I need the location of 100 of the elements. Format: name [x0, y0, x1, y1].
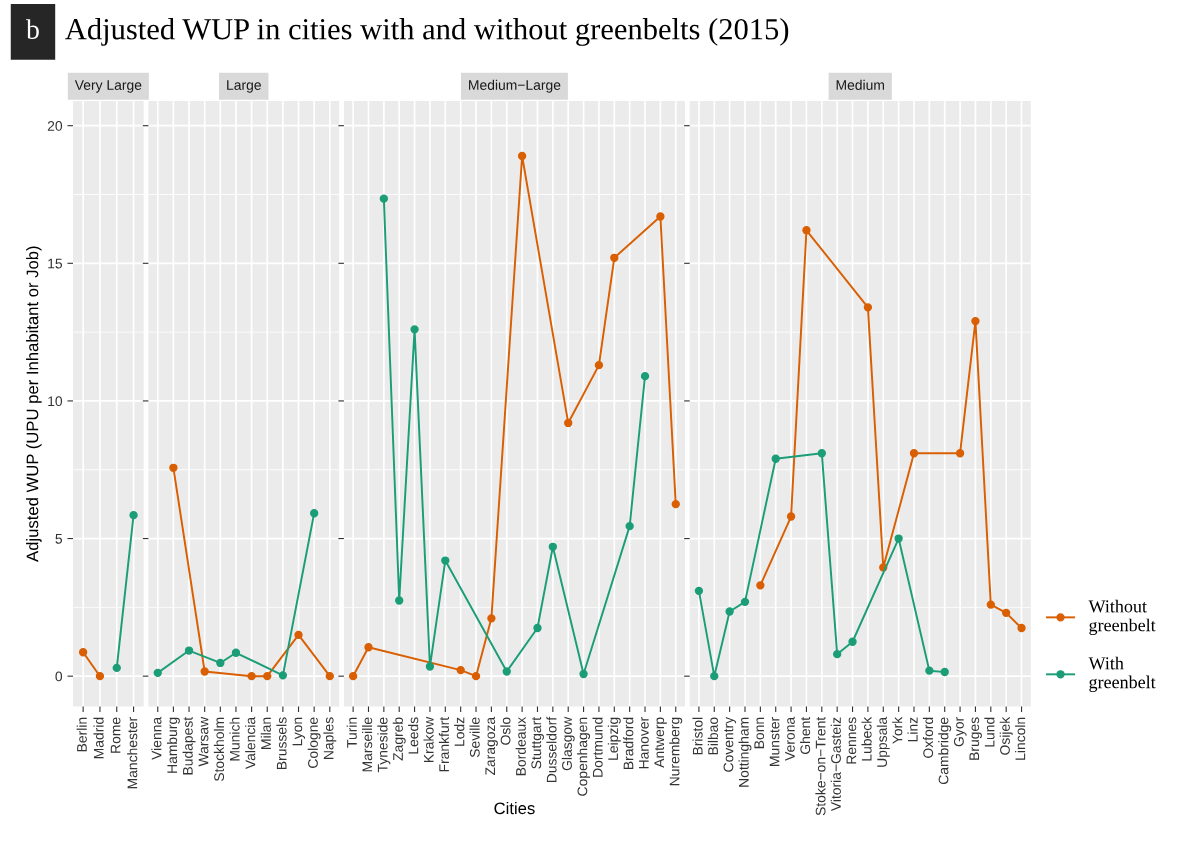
x-tick-label: Bristol — [692, 717, 703, 755]
point — [940, 667, 949, 677]
point — [594, 360, 604, 370]
point — [216, 658, 225, 668]
x-tick-label: Tyneside — [377, 717, 391, 773]
x-tick-label: Stockholm — [213, 717, 225, 782]
x-tick-label: Dortmund — [592, 717, 603, 777]
point — [848, 637, 857, 646]
x-tick-label: Uppsala — [876, 716, 890, 767]
x-tick-label: Bruges — [969, 717, 982, 760]
x-tick-label: Osijek — [999, 716, 1013, 755]
y-tick-label: 5 — [55, 534, 63, 544]
point — [78, 648, 88, 657]
point — [802, 226, 811, 235]
point — [247, 671, 256, 681]
chart-title: Medium−Large — [469, 79, 561, 93]
point — [955, 449, 965, 458]
x-tick-label: Zagreb — [392, 717, 406, 761]
point — [756, 581, 765, 590]
x-tick-label: Hanover — [639, 717, 649, 769]
point — [625, 521, 634, 531]
x-tick-label: Glasgow — [561, 716, 575, 771]
point — [564, 418, 573, 428]
point — [710, 671, 719, 681]
point — [425, 662, 435, 671]
x-tick-label: Marseille — [362, 717, 373, 772]
x-tick-label: Berlin — [76, 717, 87, 752]
x-tick-label: Bradford — [623, 717, 634, 769]
x-tick-label: Hamburg — [166, 717, 180, 773]
y-axis-title: Adjusted WUP (UPU per Inhabitant or Job) — [26, 246, 42, 562]
x-tick-label: Dusseldorf — [546, 716, 557, 783]
point — [441, 556, 450, 565]
point — [348, 671, 358, 681]
point — [894, 534, 903, 543]
point — [725, 607, 734, 616]
chart-title: Very Large — [74, 80, 142, 93]
point — [610, 253, 619, 262]
x-tick-label: Ghent — [799, 716, 811, 754]
point — [971, 316, 980, 326]
chart-title: Large — [227, 80, 261, 93]
point — [579, 669, 588, 679]
x-tick-label: York — [892, 716, 903, 744]
point — [740, 597, 750, 607]
x-tick-label: Valencia — [245, 716, 256, 770]
x-tick-label: Budapest — [182, 716, 196, 775]
point — [456, 665, 465, 675]
point — [517, 151, 527, 161]
x-tick-label: Nuremberg — [669, 717, 683, 786]
point — [533, 623, 542, 633]
x-tick-label: Frankfurt — [438, 716, 450, 772]
y-tick-label: 20 — [47, 121, 63, 131]
point — [129, 510, 138, 520]
x-tick-label: Bordeaux — [515, 717, 526, 776]
x-tick-label: Linz — [907, 717, 918, 742]
x-tick-label: Lodz — [454, 717, 465, 746]
point — [986, 600, 995, 609]
point — [656, 212, 665, 221]
text: b — [26, 19, 39, 39]
x-tick-label: Stuttgart — [531, 716, 544, 769]
x-tick-label: Milan — [260, 717, 271, 749]
point — [671, 499, 680, 509]
point — [364, 643, 373, 652]
point — [863, 303, 873, 312]
x-tick-label: Verona — [785, 716, 795, 761]
point — [309, 509, 319, 518]
chart-title: Medium — [836, 79, 884, 90]
x-tick-label: Oslo — [500, 717, 511, 745]
legend-label: With greenbelt — [1088, 656, 1156, 693]
point — [169, 463, 178, 472]
point — [294, 630, 303, 640]
point — [548, 542, 558, 551]
point — [325, 671, 334, 681]
point — [640, 371, 650, 381]
x-tick-label: Lubeck — [861, 716, 872, 761]
x-tick-label: Turin — [346, 717, 357, 748]
point — [231, 648, 241, 657]
point — [395, 596, 404, 605]
point — [184, 646, 194, 655]
point — [817, 449, 826, 458]
x-tick-label: Naples — [323, 717, 337, 759]
point — [410, 325, 419, 334]
x-tick-label: Antwerp — [654, 717, 667, 768]
point — [1017, 623, 1026, 633]
point — [487, 614, 496, 623]
point — [925, 666, 934, 675]
legend-label: Without greenbelt — [1088, 599, 1156, 636]
point — [200, 667, 209, 676]
x-tick-label: Munich — [229, 717, 240, 761]
x-tick-label: Coventry — [723, 716, 737, 772]
point — [95, 671, 105, 681]
x-axis-title: Cities — [494, 801, 535, 815]
x-tick-label: Leipzig — [607, 717, 621, 760]
x-tick-label: Brussels — [276, 717, 287, 769]
point — [1002, 608, 1011, 618]
point — [278, 671, 288, 680]
x-tick-label: Nottingham — [738, 717, 752, 787]
point — [112, 663, 121, 673]
point — [771, 454, 780, 463]
point — [379, 194, 389, 203]
point — [694, 586, 704, 596]
